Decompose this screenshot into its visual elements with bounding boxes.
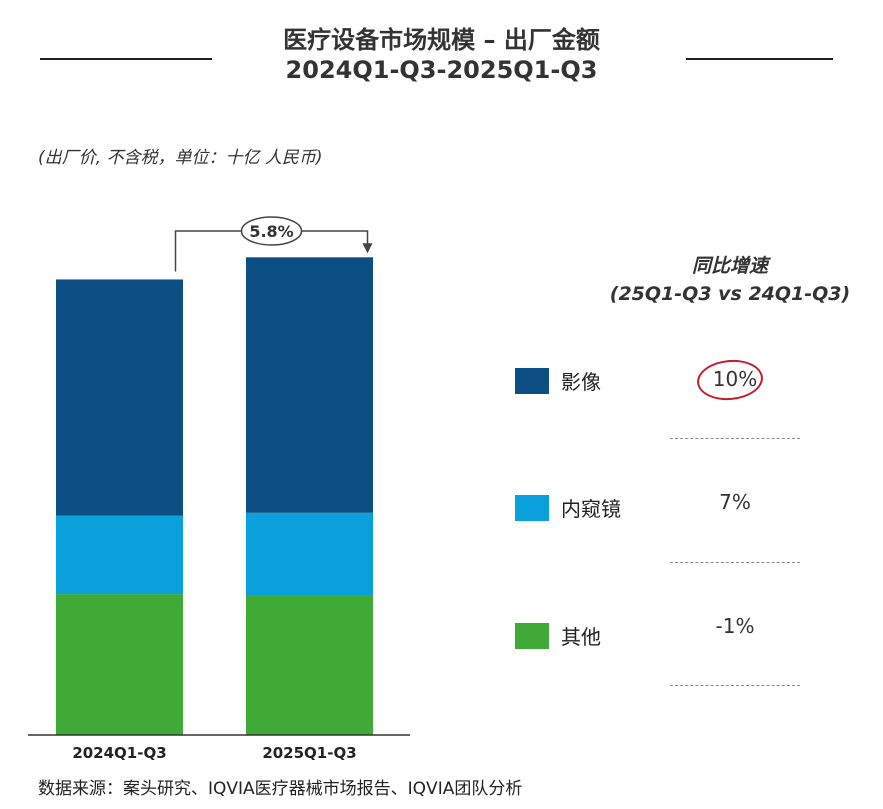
growth-header-title: 同比增速: [691, 255, 768, 277]
change-label-bubble: [240, 216, 303, 246]
chart-title-line1: 医疗设备市场规模 – 出厂金额: [283, 26, 600, 54]
title-rule-right: [686, 58, 833, 60]
bar-segment: [56, 279, 183, 516]
divider: [670, 562, 800, 563]
legend-label: 影像: [561, 370, 601, 394]
growth-value-imaging: 10%: [712, 367, 758, 391]
data-source: 数据来源：案头研究、IQVIA医疗器械市场报告、IQVIA团队分析: [38, 779, 523, 799]
x-tick-label: 2025Q1-Q3: [262, 744, 356, 762]
divider: [670, 438, 800, 439]
bar-segment: [246, 595, 373, 735]
change-arrowhead: [362, 243, 373, 254]
legend-swatch-endoscope: [515, 494, 549, 521]
chart-title-line2: 2024Q1-Q3-2025Q1-Q3: [285, 56, 598, 84]
x-tick-label: 2024Q1-Q3: [72, 744, 166, 762]
unit-note: (出厂价, 不含税，单位：十亿 人民币): [38, 148, 323, 168]
legend-label: 其他: [561, 625, 601, 649]
bar-segment: [56, 515, 183, 595]
legend-label: 内窥镜: [561, 497, 621, 521]
legend-item-endoscope: 内窥镜: [515, 493, 621, 522]
bar-segment: [56, 594, 183, 735]
growth-value-other: -1%: [715, 614, 755, 638]
divider: [670, 685, 800, 686]
title-rule-left: [40, 58, 212, 60]
growth-header-period: (25Q1-Q3 vs 24Q1-Q3): [609, 283, 851, 305]
bar-segment: [246, 512, 373, 596]
change-label: 5.8%: [249, 222, 293, 241]
legend-item-other: 其他: [515, 621, 601, 650]
bar-segment: [246, 257, 373, 513]
legend-swatch-other: [515, 622, 549, 649]
growth-value-endoscope: 7%: [719, 490, 751, 514]
legend-swatch-imaging: [515, 367, 549, 394]
legend-item-imaging: 影像: [515, 366, 601, 395]
